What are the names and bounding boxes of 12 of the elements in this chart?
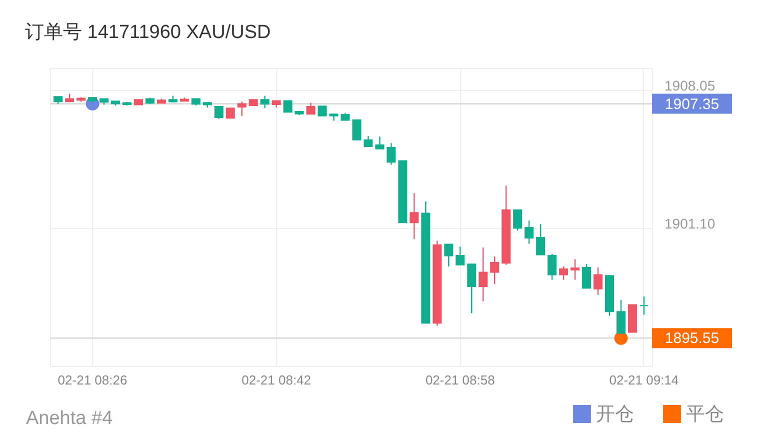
chart-title: 订单号 141711960 XAU/USD (25, 22, 271, 43)
y-tick-label: 1901.10 (664, 215, 716, 232)
x-tick-label: 02-21 08:26 (58, 372, 128, 388)
legend-label: 平仓 (686, 404, 724, 425)
y-tick-label: 1908.05 (664, 77, 716, 94)
ref-line-label: 1907.35 (664, 96, 720, 113)
x-tick-label: 02-21 09:14 (609, 372, 679, 388)
x-tick-label: 02-21 08:42 (242, 372, 312, 388)
ref-line-label: 1895.55 (664, 330, 720, 348)
text: Anehta #4 (26, 408, 114, 429)
legend-label: 开仓 (596, 404, 634, 425)
x-tick-label: 02-21 08:58 (425, 372, 495, 388)
